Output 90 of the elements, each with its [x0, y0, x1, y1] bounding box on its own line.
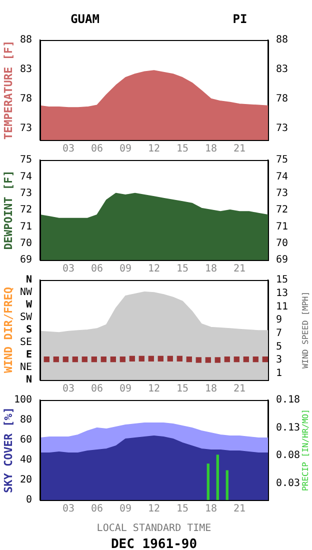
x-tick-label: 21: [233, 144, 246, 155]
y-tick-label: 100: [14, 394, 32, 406]
x-tick-label: 15: [176, 264, 189, 275]
category-label: N: [26, 274, 32, 286]
x-tick-label: 15: [176, 144, 189, 155]
y-tick-label: 74: [20, 171, 32, 182]
y2-tick-label: 0.03: [276, 478, 300, 489]
y-tick-label: 75: [20, 154, 32, 166]
x-tick-label: 06: [90, 264, 104, 275]
category-label: S: [26, 324, 32, 336]
category-label: SE: [20, 337, 32, 348]
category-label: NW: [20, 287, 32, 298]
y-tick-label: 83: [20, 64, 32, 76]
y2-tick-label: 73: [276, 122, 288, 134]
y2-tick-label: 75: [276, 154, 288, 166]
x-tick-label: 12: [148, 504, 160, 515]
y2-tick-label: 71: [276, 221, 288, 232]
x-tick-label: 09: [119, 144, 132, 155]
y2-tick-label: 74: [276, 171, 288, 182]
x-axis-title: LOCAL STANDARD TIME: [96, 523, 212, 534]
x-tick-label: 12: [148, 264, 160, 275]
y2-tick-label: 0.13: [276, 422, 300, 434]
x-tick-label: 18: [204, 144, 218, 155]
x-tick-label: 09: [119, 504, 132, 515]
text: DEC 1961-90: [110, 537, 198, 550]
x-tick-label: 15: [176, 504, 189, 515]
y-axis-title: SKY COVER [%]: [2, 406, 15, 494]
x-tick-label: 12: [148, 384, 160, 395]
y2-tick-label: 88: [276, 34, 288, 46]
x-tick-label: 12: [148, 144, 160, 155]
x-tick-label: 09: [119, 264, 132, 275]
x-tick-label: 03: [62, 504, 75, 515]
bar: [216, 454, 219, 500]
x-tick-label: 15: [176, 384, 189, 395]
y2-tick-label: 15: [276, 274, 288, 286]
y-tick-label: 20: [20, 474, 32, 486]
y-tick-label: 73: [20, 188, 32, 199]
x-tick-label: 03: [62, 264, 75, 275]
x-tick-label: 18: [204, 504, 218, 515]
y-tick-label: 60: [20, 434, 32, 446]
y2-axis-title: PRECIP [IN/HR/MO]: [301, 409, 310, 491]
chart-title: GUAM: [70, 12, 100, 26]
y-tick-label: 40: [20, 454, 32, 466]
y-tick-label: 80: [20, 414, 32, 426]
y2-tick-label: 69: [276, 254, 288, 266]
x-tick-label: 06: [90, 504, 104, 515]
y2-tick-label: 83: [276, 64, 288, 76]
x-tick-label: 06: [90, 144, 104, 155]
category-label: E: [26, 350, 32, 361]
y-tick-label: 78: [20, 93, 32, 104]
y-tick-label: 72: [20, 204, 32, 216]
y-tick-label: 71: [20, 221, 32, 232]
x-tick-label: 03: [62, 384, 75, 395]
y-tick-label: 0: [26, 494, 32, 506]
x-tick-label: 09: [119, 384, 132, 395]
y-tick-label: 73: [20, 122, 32, 134]
chart-subtitle: PI: [232, 12, 248, 26]
y2-tick-label: 9: [276, 314, 282, 326]
y-axis-title: WIND DIR/FREQ: [2, 286, 15, 374]
y-axis-title: DEWPOINT [F]: [2, 170, 15, 250]
category-label: W: [26, 300, 32, 311]
y-axis-title: TEMPERATURE [F]: [2, 40, 15, 140]
y2-tick-label: 7: [276, 328, 282, 339]
x-tick-label: 18: [204, 384, 218, 395]
y2-tick-label: 78: [276, 93, 288, 104]
y-tick-label: 70: [20, 238, 32, 249]
x-tick-label: 21: [233, 264, 246, 275]
y2-tick-label: 3: [276, 354, 282, 366]
x-tick-label: 21: [233, 504, 246, 515]
category-label: N: [26, 374, 32, 386]
y2-tick-label: 13: [276, 288, 288, 299]
y2-axis-title: WIND SPEED [MPH]: [301, 291, 310, 369]
category-label: SW: [20, 312, 32, 324]
y2-tick-label: 72: [276, 204, 288, 216]
y2-tick-label: 73: [276, 188, 288, 199]
y2-tick-label: 11: [276, 301, 288, 312]
y2-tick-label: 70: [276, 238, 288, 249]
y-tick-label: 69: [20, 254, 32, 266]
y2-tick-label: 5: [276, 341, 282, 352]
y-tick-label: 88: [20, 34, 32, 46]
category-label: NE: [20, 362, 32, 374]
x-tick-label: 18: [204, 264, 218, 275]
y2-tick-label: 1: [276, 368, 282, 379]
x-tick-label: 21: [233, 384, 246, 395]
bar: [226, 470, 228, 500]
y2-tick-label: 0.08: [276, 450, 300, 462]
x-tick-label: 06: [90, 384, 104, 395]
x-tick-label: 03: [62, 144, 75, 155]
y2-tick-label: 0.18: [276, 394, 300, 406]
bar: [206, 464, 210, 500]
